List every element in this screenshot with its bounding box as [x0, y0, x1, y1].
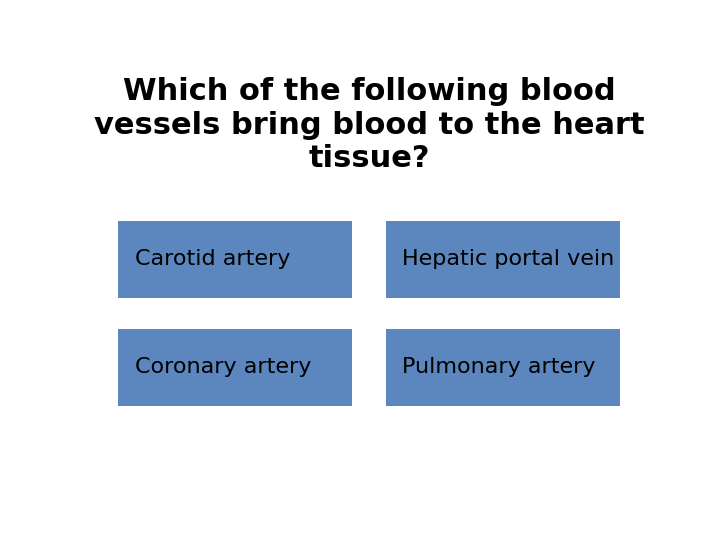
- FancyBboxPatch shape: [118, 329, 352, 406]
- Text: Carotid artery: Carotid artery: [135, 249, 290, 269]
- Text: Pulmonary artery: Pulmonary artery: [402, 357, 596, 377]
- FancyBboxPatch shape: [386, 329, 620, 406]
- FancyBboxPatch shape: [118, 221, 352, 298]
- Text: Coronary artery: Coronary artery: [135, 357, 311, 377]
- FancyBboxPatch shape: [386, 221, 620, 298]
- Text: Which of the following blood
vessels bring blood to the heart
tissue?: Which of the following blood vessels bri…: [94, 77, 644, 173]
- Text: Hepatic portal vein: Hepatic portal vein: [402, 249, 615, 269]
